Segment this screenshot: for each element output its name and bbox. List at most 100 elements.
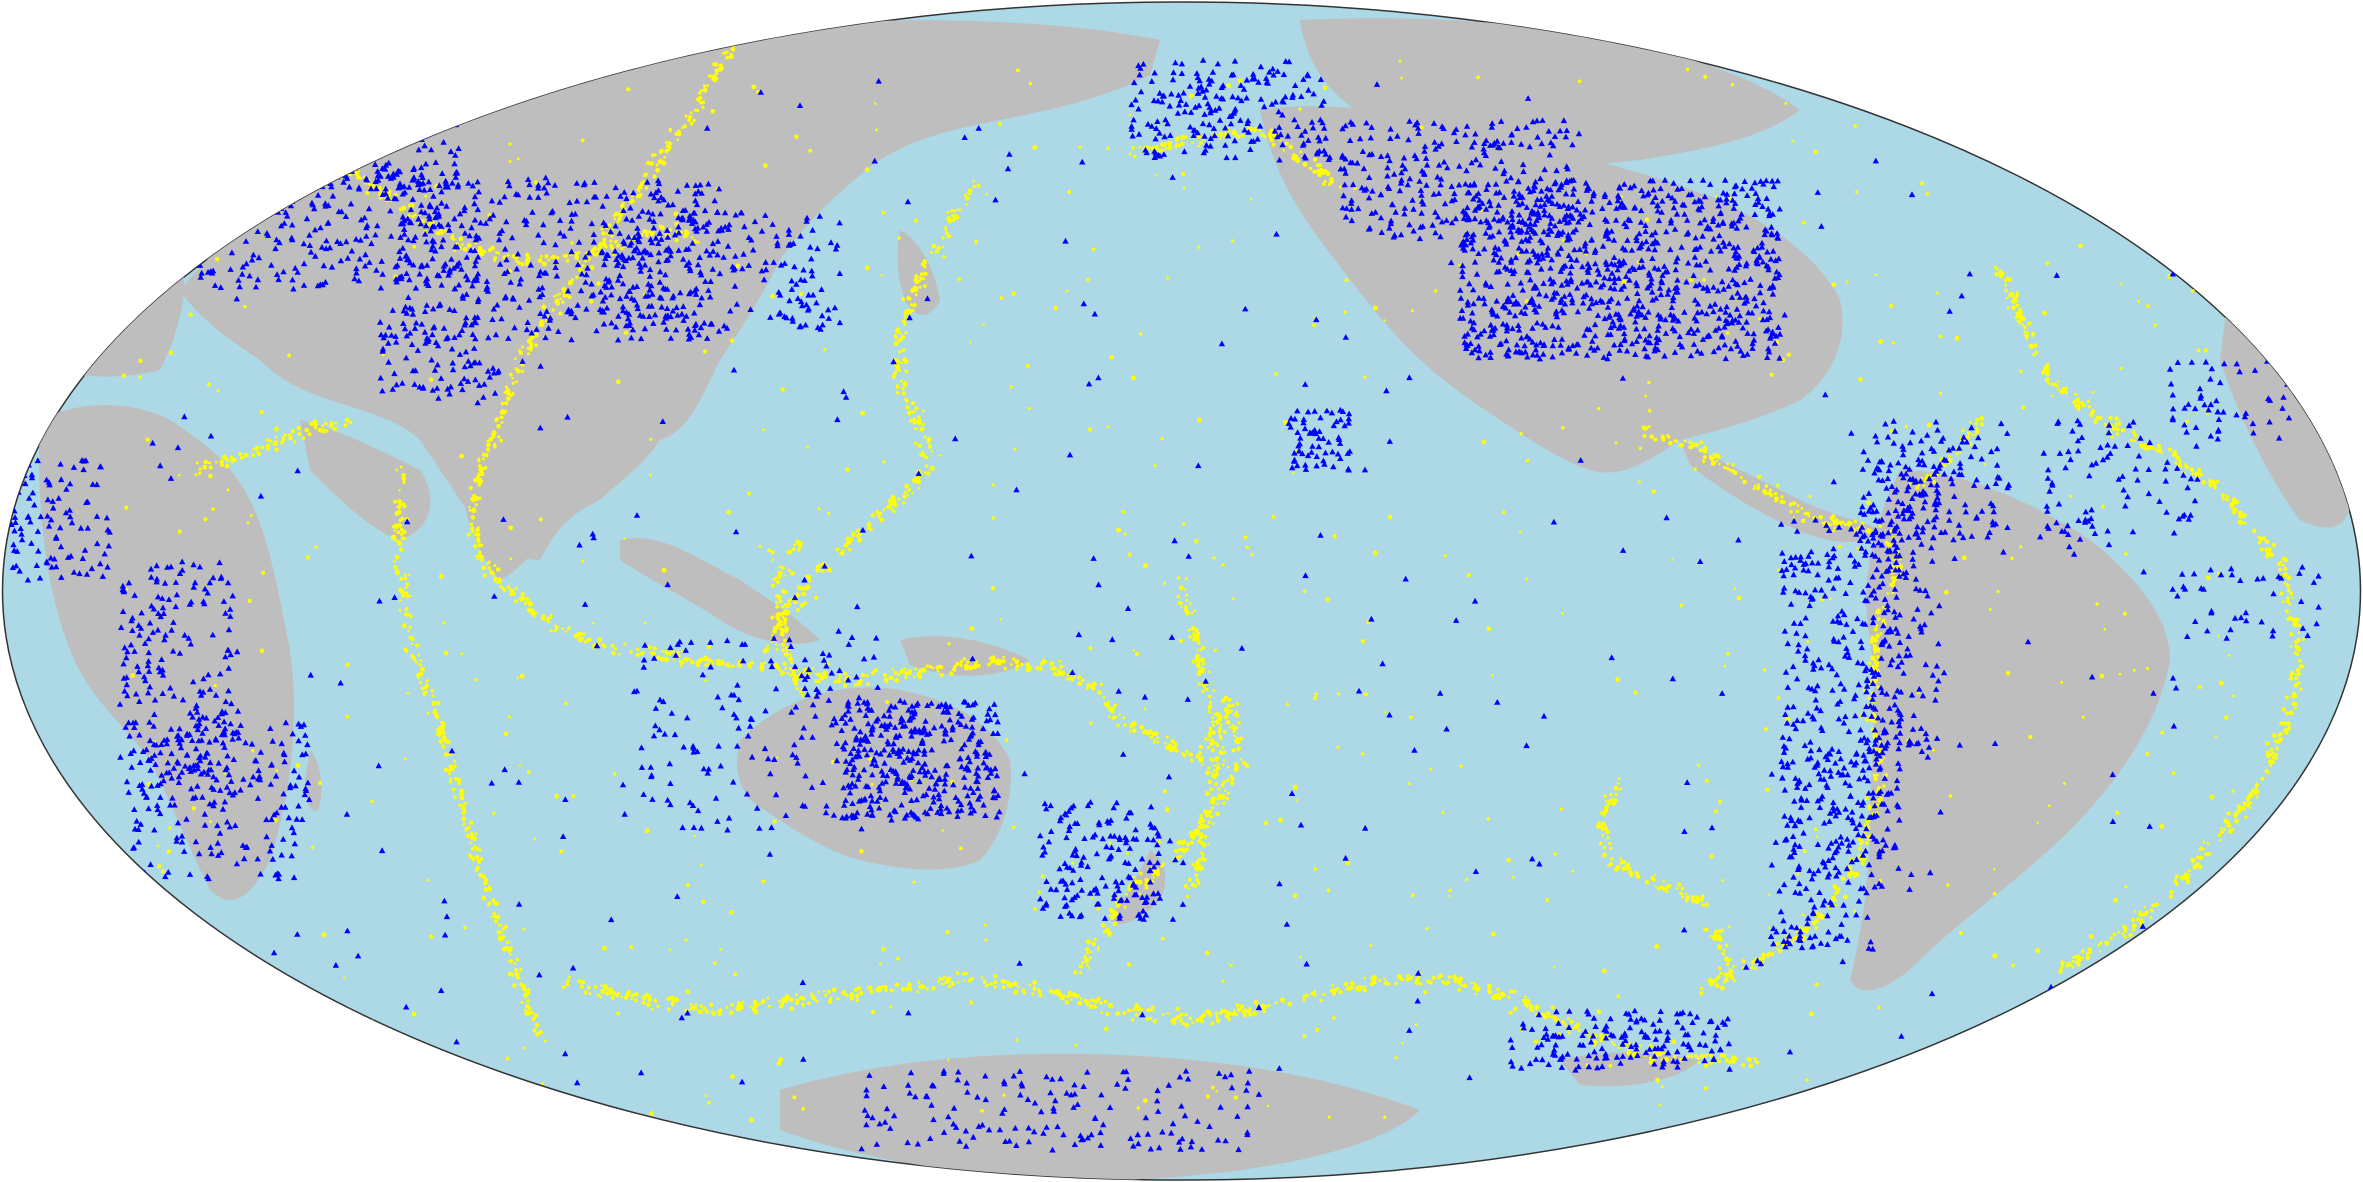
earthquake-marker (1315, 1027, 1320, 1032)
earthquake-marker (1233, 1009, 1236, 1012)
earthquake-marker (1159, 863, 1165, 868)
earthquake-marker (1876, 685, 1880, 689)
earthquake-marker (1407, 781, 1411, 786)
earthquake-marker (1057, 990, 1062, 994)
earthquake-marker (2171, 912, 2175, 917)
earthquake-marker (2110, 435, 2114, 439)
earthquake-marker (2244, 815, 2248, 819)
earthquake-marker (1502, 510, 1506, 514)
earthquake-marker (1079, 971, 1083, 975)
earthquake-marker (725, 50, 729, 54)
earthquake-marker (1221, 763, 1225, 767)
earthquake-marker (917, 443, 922, 448)
earthquake-marker (784, 667, 788, 671)
earthquake-marker (1198, 751, 1203, 755)
earthquake-marker (296, 426, 299, 430)
earthquake-marker (702, 1006, 707, 1011)
earthquake-marker (1626, 862, 1631, 867)
earthquake-marker (717, 1012, 722, 1017)
earthquake-marker (2258, 536, 2262, 541)
earthquake-marker (641, 995, 647, 1001)
earthquake-marker (1155, 872, 1160, 877)
earthquake-marker (1740, 476, 1743, 479)
earthquake-marker (1035, 665, 1039, 670)
earthquake-marker (614, 239, 618, 243)
earthquake-marker (168, 277, 172, 281)
earthquake-marker (931, 243, 937, 249)
earthquake-marker (1003, 666, 1007, 671)
earthquake-marker (1433, 289, 1438, 293)
earthquake-marker (1473, 981, 1477, 985)
earthquake-marker (806, 574, 811, 579)
earthquake-marker (1561, 426, 1565, 430)
earthquake-marker (1535, 1004, 1540, 1009)
earthquake-marker (1684, 892, 1688, 896)
earthquake-marker (636, 647, 640, 651)
earthquake-marker (1001, 659, 1006, 664)
earthquake-marker (772, 577, 776, 581)
earthquake-marker (610, 995, 615, 1000)
earthquake-marker (257, 451, 262, 457)
earthquake-marker (2290, 676, 2294, 681)
earthquake-marker (1930, 1052, 1934, 1055)
earthquake-marker (1085, 947, 1090, 952)
earthquake-marker (1200, 657, 1205, 662)
earthquake-marker (1857, 846, 1862, 851)
earthquake-marker (1106, 146, 1111, 151)
earthquake-marker (950, 208, 954, 213)
earthquake-marker (1222, 779, 1227, 784)
earthquake-marker (1490, 931, 1496, 937)
earthquake-marker (1313, 157, 1317, 162)
earthquake-marker (1791, 937, 1795, 940)
earthquake-marker (2063, 782, 2066, 785)
earthquake-marker (1889, 303, 1894, 308)
earthquake-marker (1346, 985, 1352, 991)
earthquake-marker (999, 618, 1002, 621)
earthquake-marker (1221, 979, 1225, 983)
earthquake-marker (609, 239, 613, 243)
earthquake-marker (1126, 1008, 1132, 1013)
earthquake-marker (2004, 283, 2007, 287)
earthquake-marker (1722, 948, 1726, 952)
earthquake-marker (1209, 799, 1214, 804)
earthquake-marker (2266, 753, 2270, 758)
earthquake-marker (918, 421, 922, 424)
earthquake-marker (610, 643, 615, 648)
earthquake-marker (823, 347, 827, 352)
earthquake-marker (232, 458, 237, 463)
earthquake-marker (2046, 372, 2051, 377)
earthquake-marker (439, 729, 443, 734)
earthquake-marker (820, 568, 825, 573)
earthquake-marker (516, 973, 520, 977)
earthquake-marker (2133, 433, 2138, 438)
earthquake-marker (1079, 682, 1083, 686)
earthquake-marker (1156, 736, 1159, 740)
earthquake-marker (864, 265, 870, 271)
earthquake-marker (701, 899, 706, 904)
earthquake-marker (301, 436, 306, 441)
earthquake-marker (1837, 887, 1841, 891)
earthquake-marker (1764, 484, 1769, 488)
earthquake-marker (1803, 512, 1807, 516)
earthquake-marker (1743, 481, 1747, 484)
earthquake-marker (653, 998, 658, 1003)
earthquake-marker (942, 255, 946, 259)
earthquake-marker (1725, 1059, 1729, 1063)
earthquake-marker (2157, 448, 2162, 453)
earthquake-marker (1215, 1015, 1219, 1019)
earthquake-marker (1930, 1109, 1934, 1112)
earthquake-marker (2285, 599, 2290, 604)
earthquake-marker (893, 670, 898, 675)
earthquake-marker (288, 435, 293, 441)
earthquake-marker (556, 625, 559, 629)
earthquake-marker (719, 66, 724, 71)
earthquake-marker (2292, 692, 2297, 696)
earthquake-marker (676, 650, 681, 655)
earthquake-marker (207, 1042, 211, 1046)
earthquake-marker (1329, 989, 1333, 993)
earthquake-marker (586, 985, 591, 990)
earthquake-marker (1231, 748, 1236, 753)
earthquake-marker (2031, 332, 2035, 336)
earthquake-marker (1870, 635, 1875, 640)
earthquake-marker (2132, 430, 2137, 435)
